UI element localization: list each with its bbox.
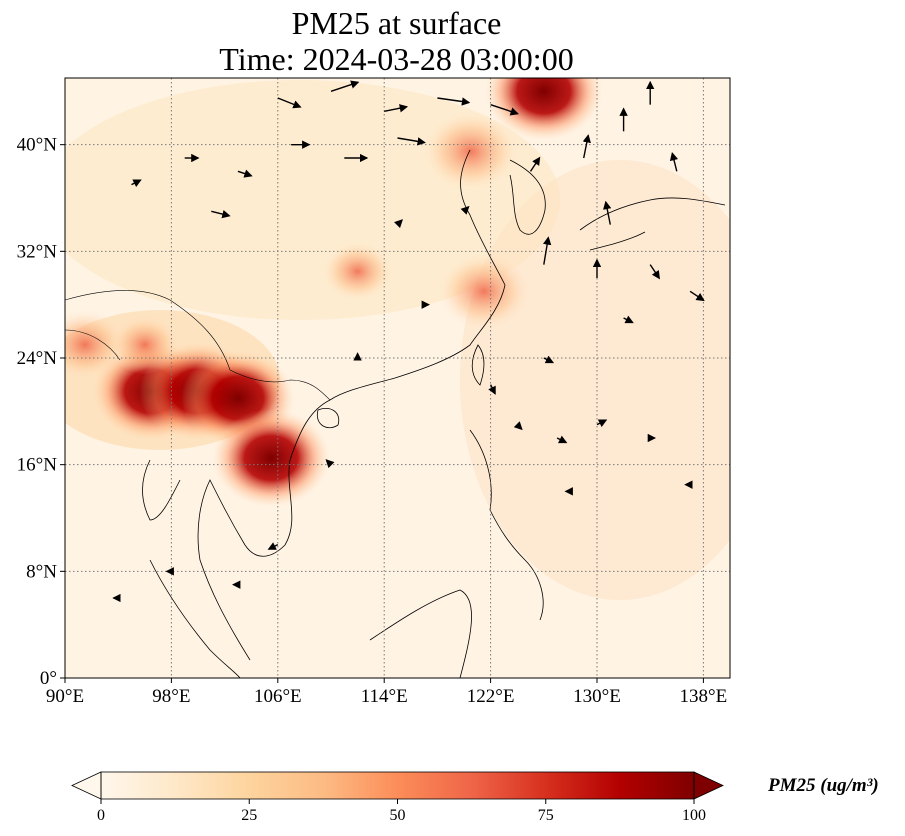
wind-arrow bbox=[460, 205, 470, 215]
wind-arrow bbox=[131, 179, 142, 188]
coastlines bbox=[65, 149, 726, 678]
pm25-hotspot bbox=[485, 78, 603, 141]
colorbar: 0 25 50 75 100 bbox=[71, 771, 724, 824]
wind-arrow bbox=[556, 435, 568, 444]
wind-arrow bbox=[437, 97, 471, 106]
wind-arrow bbox=[596, 419, 608, 428]
pm25-hotspots bbox=[65, 78, 603, 507]
wind-arrow bbox=[689, 290, 705, 302]
wind-arrow bbox=[669, 151, 679, 172]
wind-arrow bbox=[623, 315, 634, 324]
wind-arrow bbox=[649, 264, 660, 280]
wind-arrow bbox=[490, 104, 519, 116]
lat-tick-label: 32°N bbox=[17, 241, 58, 262]
lat-tick-label: 8°N bbox=[26, 561, 57, 582]
lon-tick-label: 90°E bbox=[46, 686, 84, 707]
lon-tick-label: 114°E bbox=[361, 686, 408, 707]
colorbar-extend-high bbox=[693, 771, 724, 800]
wind-arrow bbox=[237, 169, 253, 178]
wind-arrow bbox=[211, 210, 231, 219]
gridlines bbox=[65, 78, 730, 678]
colorbar-extend-low bbox=[71, 771, 102, 800]
map-title: PM25 at surface bbox=[291, 5, 502, 41]
pm25-hotspot bbox=[212, 409, 330, 507]
colorbar-tick-label: 25 bbox=[241, 807, 257, 824]
lat-tick-label: 0° bbox=[40, 668, 57, 689]
lon-tick-label: 98°E bbox=[152, 686, 190, 707]
wind-arrow bbox=[582, 134, 591, 159]
pm25-hotspot bbox=[321, 241, 394, 302]
wind-arrow bbox=[529, 156, 541, 172]
map-subtitle: Time: 2024-03-28 03:00:00 bbox=[219, 41, 574, 77]
colorbar-tick-label: 50 bbox=[390, 807, 406, 824]
wind-arrow bbox=[267, 542, 279, 550]
lat-tick-label: 40°N bbox=[17, 135, 58, 156]
wind-arrow bbox=[330, 80, 360, 92]
wind-arrow bbox=[488, 384, 496, 395]
lon-tick-label: 122°E bbox=[467, 686, 515, 707]
wind-arrow bbox=[603, 200, 612, 225]
colorbar-ticks: 0 25 50 75 100 bbox=[97, 799, 706, 824]
map-frame bbox=[64, 77, 731, 679]
colorbar-tick-label: 100 bbox=[682, 807, 706, 824]
colorbar-label: PM25 (ug/m³) bbox=[768, 775, 879, 796]
pm25-hotspot bbox=[437, 252, 531, 330]
wind-arrow bbox=[325, 459, 335, 469]
map-panel bbox=[65, 78, 730, 678]
wind-arrow bbox=[394, 219, 403, 229]
axis-ticks: 90°E 98°E 106°E 114°E 122°E 130°E 138°E 0° 8°N 16… bbox=[17, 135, 728, 707]
wind-vectors bbox=[112, 80, 705, 603]
lon-tick-label: 138°E bbox=[680, 686, 728, 707]
lon-tick-label: 130°E bbox=[573, 686, 621, 707]
wind-arrow bbox=[277, 97, 302, 109]
lat-tick-label: 16°N bbox=[17, 455, 58, 476]
colorbar-tick-label: 0 bbox=[97, 807, 105, 824]
colorbar-gradient bbox=[101, 772, 694, 799]
wind-arrow bbox=[543, 355, 555, 364]
wind-arrow bbox=[384, 104, 409, 113]
pm25-hotspot bbox=[422, 111, 519, 192]
wind-arrow bbox=[513, 421, 523, 431]
pm25-hotspot bbox=[109, 314, 181, 375]
colorbar-tick-label: 75 bbox=[538, 807, 554, 824]
lon-tick-label: 106°E bbox=[254, 686, 302, 707]
wind-arrow bbox=[543, 236, 552, 265]
lat-tick-label: 24°N bbox=[17, 348, 58, 369]
pm25-hotspot bbox=[65, 309, 127, 380]
wind-arrow bbox=[397, 137, 426, 146]
